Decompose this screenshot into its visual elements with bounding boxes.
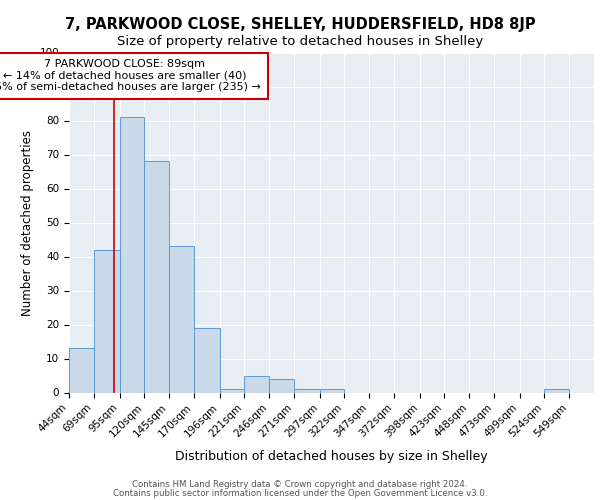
Bar: [269, 379, 294, 392]
Text: 7, PARKWOOD CLOSE, SHELLEY, HUDDERSFIELD, HD8 8JP: 7, PARKWOOD CLOSE, SHELLEY, HUDDERSFIELD…: [65, 18, 535, 32]
Bar: [294, 389, 320, 392]
Bar: [220, 389, 244, 392]
Bar: [119, 117, 144, 392]
Text: 7 PARKWOOD CLOSE: 89sqm
← 14% of detached houses are smaller (40)
85% of semi-de: 7 PARKWOOD CLOSE: 89sqm ← 14% of detache…: [0, 60, 261, 92]
Text: Size of property relative to detached houses in Shelley: Size of property relative to detached ho…: [117, 35, 483, 48]
Bar: [94, 250, 119, 392]
Bar: [320, 389, 344, 392]
Bar: [544, 389, 569, 392]
Bar: [69, 348, 94, 393]
Text: Contains HM Land Registry data © Crown copyright and database right 2024.: Contains HM Land Registry data © Crown c…: [132, 480, 468, 489]
Bar: [169, 246, 194, 392]
Bar: [144, 162, 169, 392]
Text: Contains public sector information licensed under the Open Government Licence v3: Contains public sector information licen…: [113, 489, 487, 498]
Bar: [194, 328, 220, 392]
Bar: [244, 376, 269, 392]
Y-axis label: Number of detached properties: Number of detached properties: [21, 130, 34, 316]
X-axis label: Distribution of detached houses by size in Shelley: Distribution of detached houses by size …: [175, 450, 488, 463]
